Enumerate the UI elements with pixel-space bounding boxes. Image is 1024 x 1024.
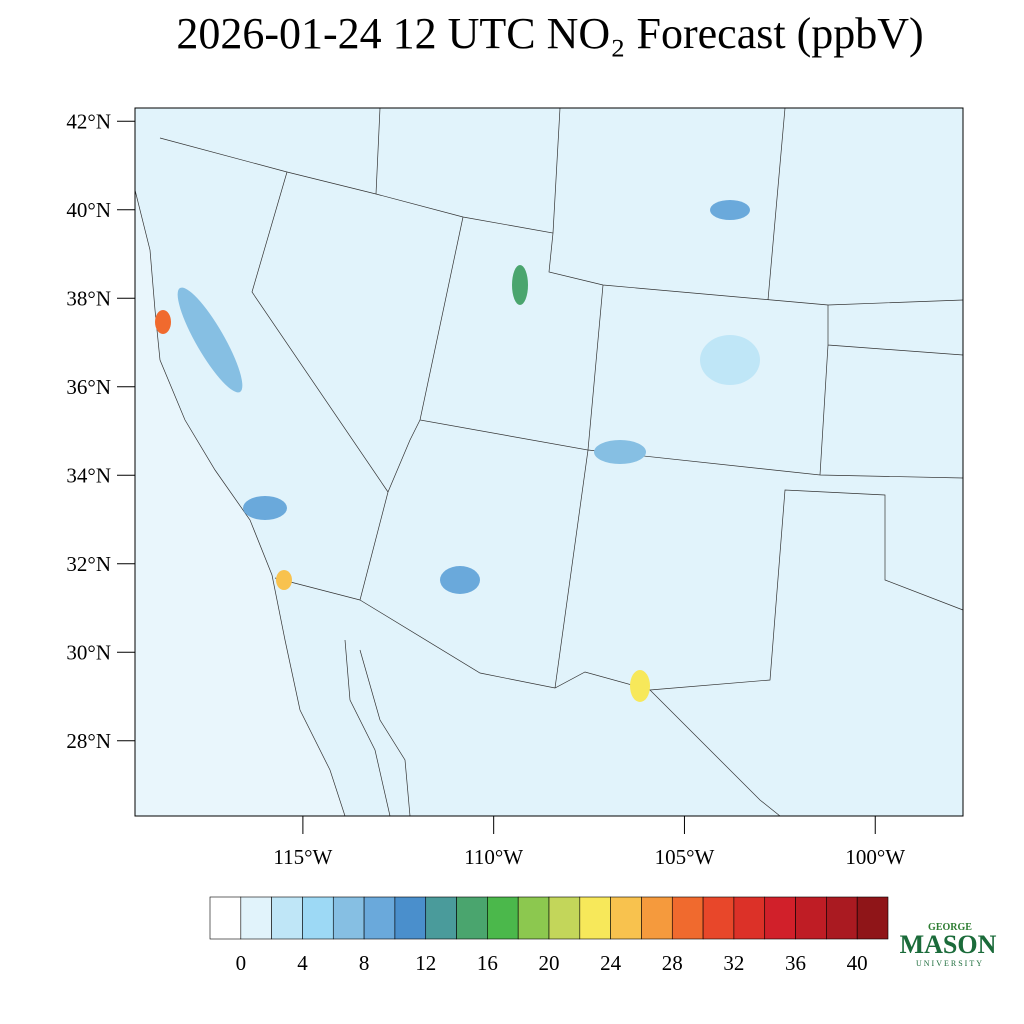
title: 2026-01-24 12 UTC NO₂ Forecast (ppbV) [176,9,923,58]
colorbar-box [579,896,611,940]
baja-coast [344,639,411,817]
colorbar-box [856,896,889,940]
state-borders [159,107,964,691]
colorbar-box [733,896,766,940]
coastline [134,189,346,817]
ocean [135,108,345,816]
plume [710,200,750,220]
colorbar-box [517,896,550,940]
plume [155,310,171,334]
map-frame [134,107,964,817]
colorbar-label: 0 [236,951,247,975]
colorbar-label: 32 [723,951,744,975]
plume [700,335,760,385]
x-tick-label: 115°W [273,845,332,869]
x-tick-label: 110°W [464,845,523,869]
colorbar-box [795,896,827,940]
colorbar-box [271,896,303,940]
rio-grande [649,689,781,817]
plume [440,566,480,594]
colorbar-box [826,896,858,940]
y-tick-label: 38°N [66,286,111,310]
colorbar-box [363,896,396,940]
colorbar-label: 12 [415,951,436,975]
colorbar-box [641,896,673,940]
y-tick-label: 34°N [66,463,111,487]
y-tick-label: 30°N [66,640,111,664]
plume [512,265,528,305]
y-tick-label: 40°N [66,198,111,222]
plume [177,287,243,393]
plume [276,570,292,590]
plume [630,670,650,702]
map-features [134,107,964,817]
colorbar-box [610,896,642,940]
y-tick-label: 36°N [66,375,111,399]
colorbar-label: 20 [539,951,560,975]
plume [243,496,287,520]
colorbar-box [671,896,704,940]
colorbar-label: 24 [600,951,622,975]
colorbar-box [487,896,519,940]
plume [594,440,646,464]
colorbar-box [702,896,735,940]
logo-main: MASON [900,930,997,959]
logo-bottom: UNIVERSITY [916,959,984,968]
colorbar-label: 28 [662,951,683,975]
x-tick-label: 100°W [845,845,905,869]
colorbar-label: 36 [785,951,806,975]
y-tick-label: 28°N [66,729,111,753]
colorbar-label: 16 [477,951,498,975]
colorbar-label: 40 [847,951,868,975]
y-tick-label: 32°N [66,552,111,576]
colorbar-box [394,896,427,940]
logo-top: GEORGE [928,922,972,933]
colorbar-label: 8 [359,951,370,975]
colorbar-box [240,896,272,940]
colorbar-box [456,896,488,940]
colorbar-box [302,896,334,940]
colorbar-box [425,896,457,940]
colorbar-label: 4 [297,951,308,975]
colorbar-box [764,896,796,940]
y-tick-label: 42°N [66,109,111,133]
colorbar-box [209,896,242,940]
colorbar-box [548,896,581,940]
x-tick-label: 105°W [655,845,715,869]
colorbar-box [332,896,365,940]
